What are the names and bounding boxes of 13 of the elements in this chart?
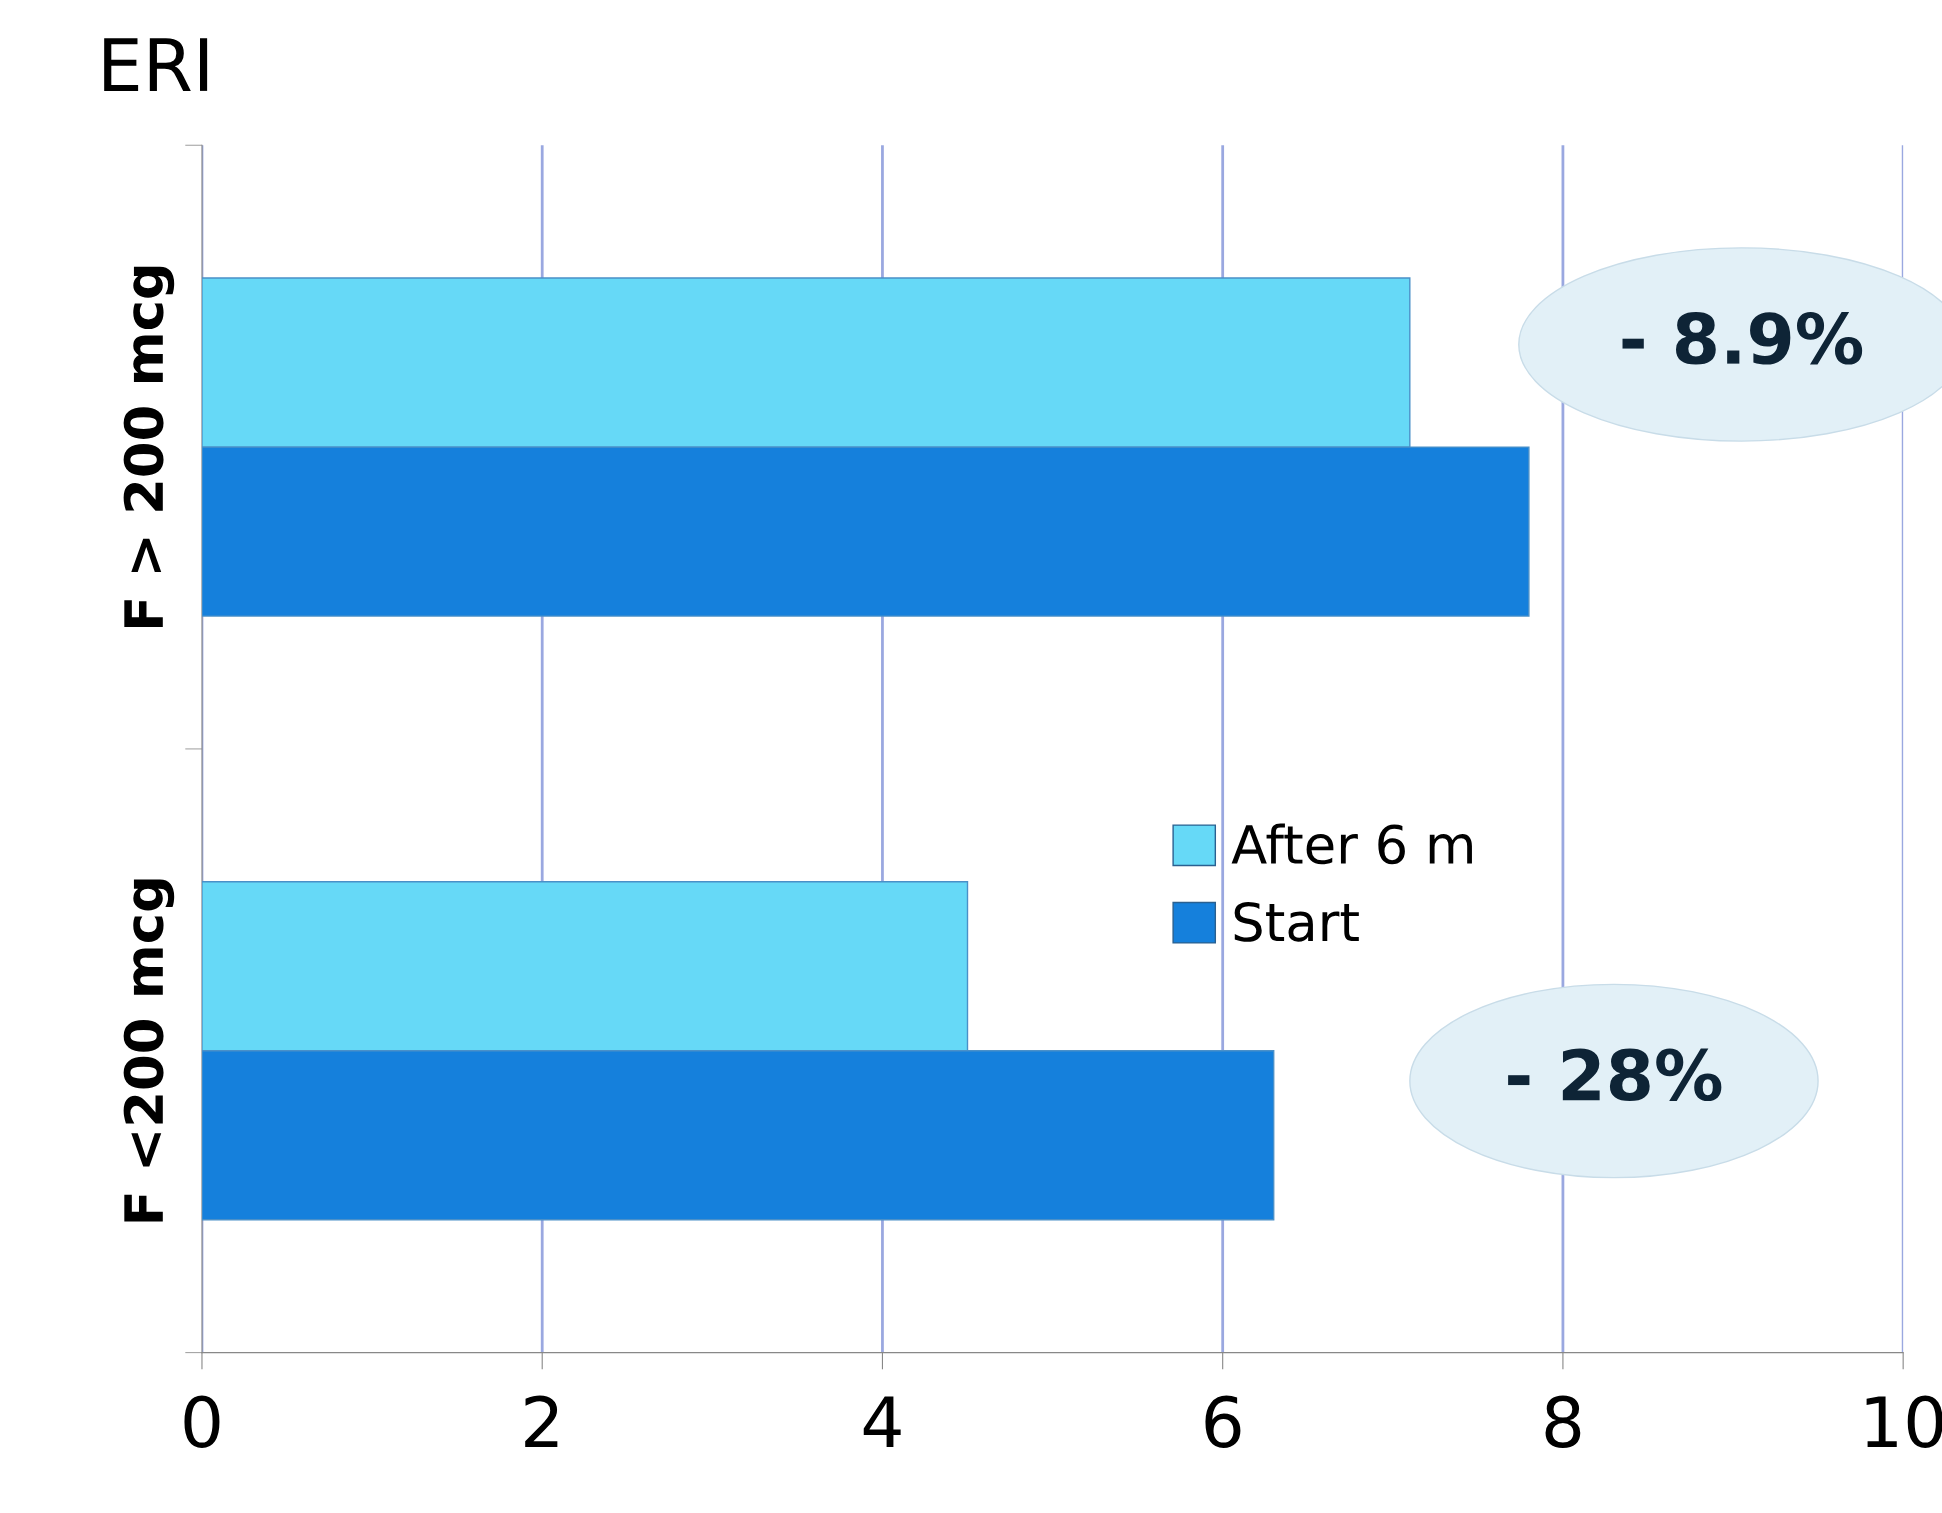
x-tick-label: 6 <box>1205 1395 1241 1449</box>
y-tick-label: F > 200 mcg <box>123 266 175 628</box>
legend-label: After 6 m <box>1231 823 1472 865</box>
x-tick-label: 8 <box>1545 1395 1581 1449</box>
annotation: - 8.9% <box>1622 312 1863 365</box>
x-tick-label: 0 <box>184 1395 220 1449</box>
chart-title: ERI <box>104 38 208 91</box>
x-tick-label: 4 <box>863 1396 901 1448</box>
legend-label: Start <box>1234 901 1359 942</box>
annotation: - 28% <box>1508 1048 1722 1102</box>
x-tick-label: 10 <box>1866 1395 1942 1449</box>
x-tick-label: 2 <box>525 1395 558 1448</box>
y-tick-label: F <200 mcg <box>123 879 175 1222</box>
